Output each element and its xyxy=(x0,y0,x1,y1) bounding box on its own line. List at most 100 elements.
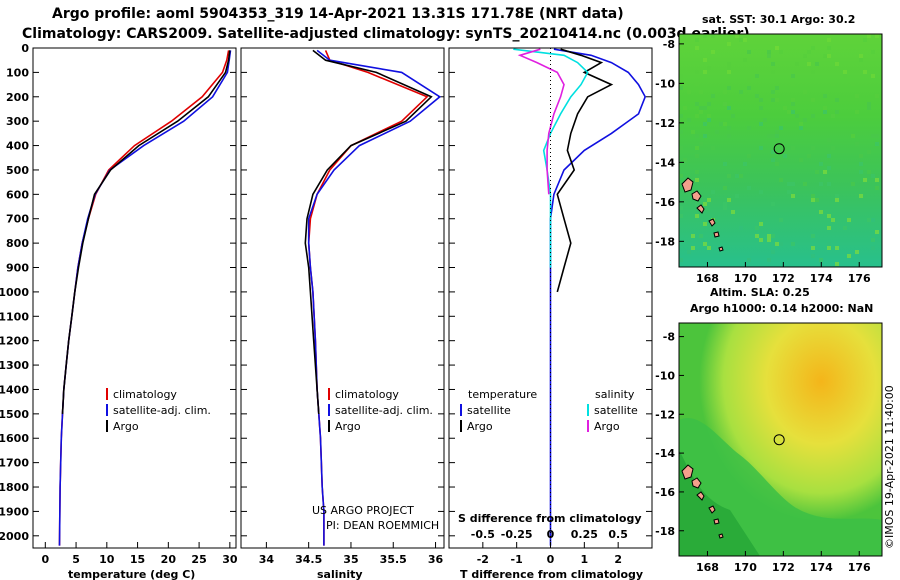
sst-pixel xyxy=(703,58,707,62)
depth-tick-label: 100 xyxy=(6,66,29,79)
sst-pixel xyxy=(723,90,727,94)
sst-pixel xyxy=(759,122,763,126)
depth-tick-label: 1500 xyxy=(0,408,29,421)
sst-pixel xyxy=(815,62,819,66)
sst-pixel xyxy=(695,38,699,42)
sst-pixel xyxy=(735,194,739,198)
sst-pixel xyxy=(759,146,763,150)
sst-pixel xyxy=(875,94,879,98)
depth-tick-label: 300 xyxy=(6,115,29,128)
sst-pixel xyxy=(711,34,715,38)
sst-pixel xyxy=(835,198,839,202)
sst-pixel xyxy=(731,114,735,118)
sst-pixel xyxy=(687,118,691,122)
sst-pixel xyxy=(827,182,831,186)
map-y-tick-label: -12 xyxy=(655,408,675,421)
depth-tick-label: 400 xyxy=(6,140,29,153)
legend-temperature-heading: temperature xyxy=(468,388,537,401)
map-x-tick-label: 172 xyxy=(772,272,795,285)
sst-pixel xyxy=(823,110,827,114)
sst-pixel xyxy=(811,198,815,202)
sst-map-axes: 168 170 172 174 176 -8 -10 -12 -14 -16 -18 xyxy=(655,38,871,285)
depth-tick-label: 1300 xyxy=(0,359,29,372)
sst-pixel xyxy=(679,130,683,134)
legend-s-satellite: satellite xyxy=(594,404,638,417)
sst-pixel xyxy=(707,198,711,202)
island xyxy=(708,505,716,514)
sst-pixel xyxy=(771,150,775,154)
temperature-legend: climatology satellite-adj. clim. Argo xyxy=(106,388,211,433)
sst-pixel xyxy=(843,226,847,230)
sst-pixel xyxy=(871,246,875,250)
sst-pixel xyxy=(847,254,851,258)
sst-pixel xyxy=(827,138,831,142)
sst-pixel xyxy=(859,170,863,174)
sst-pixel xyxy=(695,178,699,182)
sst-pixel xyxy=(703,70,707,74)
depth-tick-label: 2000 xyxy=(0,530,29,543)
sst-pixel xyxy=(735,34,739,38)
sst-pixel xyxy=(811,46,815,50)
sst-pixel xyxy=(803,90,807,94)
legend-satellite: satellite-adj. clim. xyxy=(113,404,211,417)
depth-tick-label: 600 xyxy=(6,188,29,201)
sst-pixel xyxy=(727,126,731,130)
legend-t-satellite: satellite xyxy=(467,404,511,417)
title-line2: Climatology: CARS2009. Satellite-adjuste… xyxy=(22,26,750,42)
sst-pixel xyxy=(707,114,711,118)
x-tick-label: 15 xyxy=(130,553,145,566)
sst-pixel xyxy=(831,146,835,150)
sst-pixel xyxy=(819,182,823,186)
sst-pixel xyxy=(779,126,783,130)
sst-pixel xyxy=(807,50,811,54)
island xyxy=(681,177,694,193)
sst-pixel xyxy=(775,86,779,90)
sst-pixel xyxy=(799,122,803,126)
legend-argo: Argo xyxy=(335,420,361,433)
sst-pixel xyxy=(875,186,879,190)
x-tick-label: 5 xyxy=(72,553,80,566)
map-y-tick-label: -14 xyxy=(655,156,675,169)
sst-pixel xyxy=(703,34,707,38)
sst-pixel xyxy=(787,110,791,114)
sst-pixel xyxy=(871,218,875,222)
sst-pixel xyxy=(835,194,839,198)
sst-pixel xyxy=(867,34,871,38)
series-line-climatology xyxy=(58,50,230,546)
sst-pixel xyxy=(867,218,871,222)
sst-pixel xyxy=(775,242,779,246)
sla-map-title1: Altim. SLA: 0.25 xyxy=(710,286,810,299)
sst-pixel xyxy=(747,78,751,82)
sst-pixel xyxy=(747,186,751,190)
series-line-climatology xyxy=(307,50,429,546)
sst-pixel xyxy=(739,226,743,230)
sst-pixel xyxy=(851,182,855,186)
sst-pixel xyxy=(775,162,779,166)
sla-map-title2: Argo h1000: 0.14 h2000: NaN xyxy=(690,302,873,315)
argo-location-marker xyxy=(773,434,785,446)
sst-pixel xyxy=(703,134,707,138)
sst-pixel xyxy=(771,202,775,206)
x-tick-label: 34 xyxy=(259,553,275,566)
legend-climatology: climatology xyxy=(113,388,177,401)
sst-pixel xyxy=(871,174,875,178)
sst-pixel xyxy=(779,178,783,182)
sst-pixel xyxy=(695,170,699,174)
sst-pixel xyxy=(771,158,775,162)
sst-pixel xyxy=(807,62,811,66)
sst-pixel xyxy=(711,190,715,194)
sst-pixel xyxy=(791,102,795,106)
sst-pixel xyxy=(827,38,831,42)
sst-pixel xyxy=(723,102,727,106)
sst-pixel xyxy=(727,62,731,66)
sst-pixel xyxy=(811,114,815,118)
island xyxy=(691,477,702,489)
sst-pixel xyxy=(771,98,775,102)
sla-map-axes: 168 170 172 174 176 -8 -10 -12 -14 -16 -18 xyxy=(655,331,871,574)
sst-pixel xyxy=(859,194,863,198)
sst-pixel xyxy=(815,198,819,202)
sst-map-frame xyxy=(678,33,883,268)
sst-pixel xyxy=(727,42,731,46)
x-tick-label: 0 xyxy=(41,553,49,566)
